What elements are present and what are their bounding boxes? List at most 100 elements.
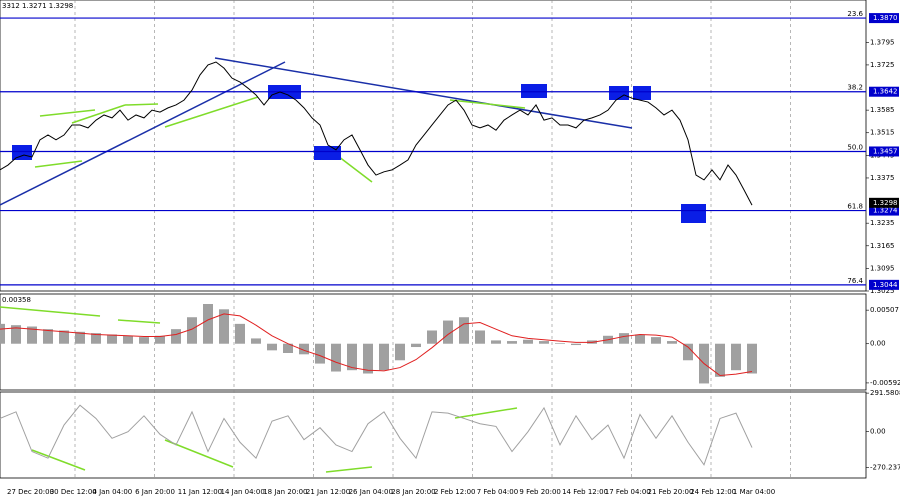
histogram-bar <box>667 341 677 344</box>
level-name: 50.0 <box>847 143 863 151</box>
histogram-bar <box>411 343 421 348</box>
level-tag-label: 1.3044 <box>873 281 898 289</box>
histogram-bar <box>491 340 501 344</box>
histogram-bar <box>59 330 69 344</box>
histogram-bar <box>347 343 357 371</box>
y-tick-label: 1.3235 <box>870 219 895 227</box>
histogram-bar <box>619 333 629 344</box>
divergence-line <box>0 306 101 317</box>
x-tick-label: 28 Jan 20:00 <box>391 488 435 496</box>
histogram-bar <box>555 343 565 344</box>
y-tick-label: 1.3165 <box>870 242 895 250</box>
histogram-bar <box>139 337 149 344</box>
annotations <box>0 57 706 473</box>
y-tick-label: 1.3375 <box>870 174 895 182</box>
x-tick-label: 4 Jan 04:00 <box>92 488 132 496</box>
last-price-tag <box>869 197 899 208</box>
histogram-bar <box>251 338 261 344</box>
level-tag <box>869 279 899 290</box>
level-tag-label: 1.3274 <box>873 207 898 215</box>
x-tick-label: 2 Feb 12:00 <box>434 488 475 496</box>
y-tick-label: -270.2373 <box>870 463 900 471</box>
histogram-bar <box>475 330 485 344</box>
macd-header: 0.00358 <box>2 296 31 304</box>
divergence-line <box>454 407 518 419</box>
oscillator-line <box>0 404 753 466</box>
histogram-bar <box>443 320 453 344</box>
histogram-bar <box>715 343 725 377</box>
divergence-line <box>31 449 86 471</box>
histogram-bar <box>683 343 693 361</box>
histogram-bar <box>283 343 293 353</box>
histogram-bar <box>459 317 469 344</box>
oscillator-panel <box>0 391 867 479</box>
divergence-line <box>124 103 159 106</box>
histogram-bar <box>91 333 101 344</box>
level-tag-label: 1.3642 <box>873 88 898 96</box>
histogram-bar <box>267 343 277 351</box>
level-tag <box>869 205 899 216</box>
price-line <box>0 61 753 206</box>
histogram-bar <box>747 343 757 374</box>
y-tick-label: 0.00 <box>870 428 886 436</box>
x-tick-label: 21 Jan 12:00 <box>306 488 350 496</box>
level-tag <box>869 13 899 24</box>
divergence-line <box>449 99 526 109</box>
x-tick-label: 7 Feb 04:00 <box>477 488 518 496</box>
x-tick-label: 30 Dec 12:00 <box>50 488 97 496</box>
histogram-bar <box>299 343 309 355</box>
signal-line <box>0 313 753 377</box>
y-tick-label: 1.3795 <box>870 38 895 46</box>
y-tick-label: 0.00 <box>870 340 886 348</box>
histogram-bar <box>171 329 181 344</box>
y-tick-label: 1.3515 <box>870 129 895 137</box>
x-tick-label: 18 Jan 20:00 <box>263 488 307 496</box>
x-tick-label: 1 Mar 04:00 <box>733 488 775 496</box>
histogram-bar <box>539 341 549 344</box>
signal-box <box>521 84 547 98</box>
histogram-bar <box>571 343 581 346</box>
signal-box <box>609 86 629 100</box>
level-name: 76.4 <box>847 277 863 285</box>
histogram-bar <box>75 331 85 344</box>
signal-box <box>633 86 651 100</box>
price-panel <box>0 0 867 292</box>
histogram-bar <box>523 339 533 344</box>
x-tick-label: 21 Feb 20:00 <box>648 488 694 496</box>
histogram-bar <box>123 335 133 344</box>
divergence-line <box>71 104 126 124</box>
histogram-bar <box>203 303 213 344</box>
signal-box <box>314 146 341 160</box>
macd-panel <box>0 293 867 391</box>
trend-line <box>0 61 286 206</box>
x-tick-label: 14 Feb 12:00 <box>562 488 608 496</box>
histogram-bar <box>331 343 341 372</box>
histogram-bar <box>651 337 661 344</box>
x-tick-label: 26 Jan 04:00 <box>349 488 393 496</box>
signal-box <box>12 145 32 160</box>
level-name: 38.2 <box>847 84 863 92</box>
histogram-bar <box>635 334 645 344</box>
y-tick-label: 1.3025 <box>870 287 895 295</box>
histogram-bar <box>27 326 37 344</box>
histogram-bar <box>187 317 197 344</box>
level-tag-label: 1.3870 <box>873 14 898 22</box>
histogram-bar <box>427 330 437 344</box>
level-tag-label: 1.3457 <box>873 147 898 155</box>
last-price-label: 1.3298 <box>873 199 898 207</box>
signal-box <box>681 204 706 223</box>
histogram-bar <box>395 343 405 361</box>
y-tick-label: -0.00592 <box>870 379 900 387</box>
histogram-bar <box>43 329 53 344</box>
x-tick-label: 9 Feb 20:00 <box>519 488 560 496</box>
x-tick-label: 24 Feb 12:00 <box>690 488 736 496</box>
divergence-line <box>117 319 161 324</box>
y-tick-label: 1.3725 <box>870 61 895 69</box>
grid <box>74 0 791 478</box>
level-tag <box>869 146 899 157</box>
histogram-bar <box>379 343 389 371</box>
level-name: 23.6 <box>847 10 863 18</box>
divergence-line <box>39 109 96 117</box>
x-tick-label: 11 Jan 12:00 <box>178 488 222 496</box>
